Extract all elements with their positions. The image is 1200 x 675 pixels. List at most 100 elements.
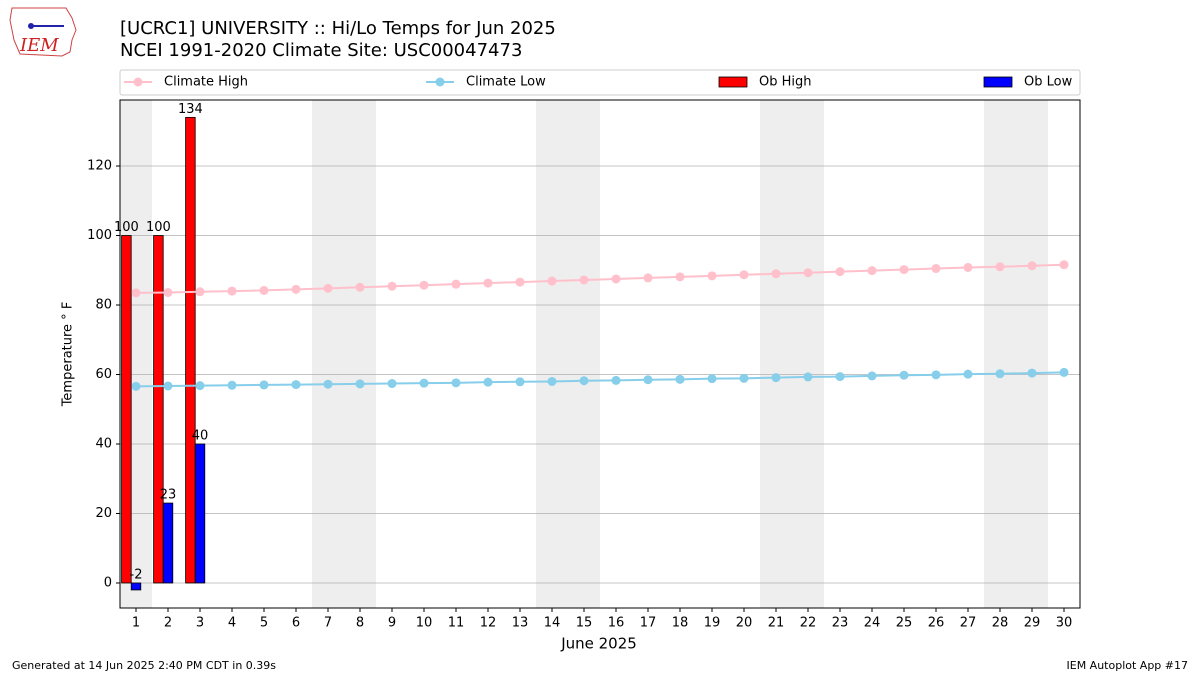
series-marker [771,373,781,383]
logo-text: IEM [19,35,59,56]
weekend-shade [1016,100,1048,608]
series-marker [131,381,141,391]
y-tick-label: 60 [95,367,112,382]
legend-label: Climate High [164,75,248,90]
series-marker [259,285,269,295]
footer-left: Generated at 14 Jun 2025 2:40 PM CDT in … [12,659,276,672]
legend [119,69,1081,96]
series-marker [291,284,301,294]
y-tick-label: 20 [95,506,112,521]
x-tick-label: 16 [608,616,625,631]
x-tick-label: 3 [196,616,204,631]
y-tick-label: 120 [87,159,112,174]
x-tick-label: 13 [512,616,529,631]
x-tick-label: 10 [416,616,433,631]
x-tick-label: 23 [832,616,849,631]
x-tick-label: 17 [640,616,657,631]
series-marker [739,373,749,383]
series-marker [963,369,973,379]
series-marker [675,272,685,282]
series-marker [643,273,653,283]
data-label: 40 [192,428,209,443]
series-marker [387,281,397,291]
data-label: 100 [146,220,171,235]
series-marker [1027,261,1037,271]
series-marker [195,287,205,297]
x-tick-label: 12 [480,616,497,631]
footer-right: IEM Autoplot App #17 [1067,659,1189,672]
series-marker [771,269,781,279]
series-marker [867,266,877,276]
series-marker [611,274,621,284]
series-marker [515,377,525,387]
series-marker [131,288,141,298]
series-marker [323,379,333,389]
series-marker [931,264,941,274]
x-tick-label: 11 [448,616,465,631]
series-marker [931,370,941,380]
series-marker [1059,260,1069,270]
data-label: -2 [130,567,143,582]
weekend-shade [760,100,792,608]
series-marker [579,275,589,285]
x-tick-label: 6 [292,616,300,631]
x-tick-label: 27 [960,616,977,631]
weekend-shade [536,100,568,608]
series-marker [355,282,365,292]
series-marker [739,270,749,280]
series-marker [227,380,237,390]
series-marker [483,377,493,387]
weekend-shade [312,100,344,608]
series-marker [803,268,813,278]
series-marker [227,286,237,296]
series-marker [803,372,813,382]
series-marker [259,380,269,390]
data-label: 100 [114,220,139,235]
chart-subtitle: NCEI 1991-2020 Climate Site: USC00047473 [120,40,522,61]
series-marker [899,265,909,275]
weekend-shade [984,100,1016,608]
legend-swatch [983,76,1013,88]
x-tick-label: 28 [992,616,1009,631]
legend-swatch [718,76,748,88]
series-marker [355,379,365,389]
series-marker [387,379,397,389]
series-marker [291,380,301,390]
x-tick-label: 15 [576,616,593,631]
series-marker [899,370,909,380]
series-marker [675,374,685,384]
series-marker [1027,368,1037,378]
x-tick-label: 2 [164,616,172,631]
weekend-shade [792,100,824,608]
series-line [135,371,1065,388]
x-tick-label: 21 [768,616,785,631]
x-tick-label: 7 [324,616,332,631]
series-marker [579,376,589,386]
data-label: 134 [178,102,203,117]
series-marker [995,262,1005,272]
x-tick-label: 1 [132,616,140,631]
series-marker [451,279,461,289]
series-marker [195,381,205,391]
x-tick-label: 22 [800,616,817,631]
legend-marker [435,77,445,87]
y-tick-label: 40 [95,436,112,451]
weekend-shade [344,100,376,608]
x-tick-label: 18 [672,616,689,631]
series-marker [963,262,973,272]
legend-label: Ob Low [1024,75,1073,90]
series-marker [547,376,557,386]
bar [194,443,206,584]
series-marker [1059,367,1069,377]
series-marker [451,378,461,388]
series-marker [835,372,845,382]
series-marker [643,375,653,385]
x-tick-label: 25 [896,616,913,631]
series-line [135,263,1065,294]
weekend-shade [568,100,600,608]
series-marker [835,267,845,277]
x-tick-label: 5 [260,616,268,631]
legend-label: Ob High [759,75,812,90]
y-axis-label: Temperature ° F [61,302,76,408]
